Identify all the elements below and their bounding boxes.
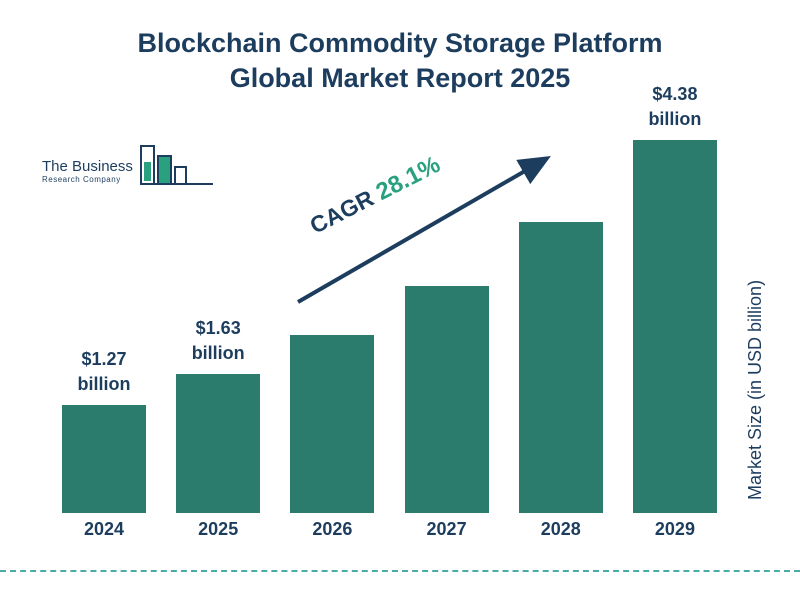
- company-logo: The Business Research Company: [42, 140, 217, 192]
- company-logo-text: The Business Research Company: [42, 158, 133, 192]
- bar-2027: [404, 286, 489, 513]
- bar-value-label-2024: $1.27 billion: [77, 348, 131, 394]
- bar-column-2028: 2028: [518, 82, 603, 545]
- x-axis-label-2027: 2027: [426, 519, 467, 539]
- x-axis-label-2028: 2028: [540, 519, 581, 539]
- x-axis-label-2025: 2025: [198, 519, 239, 539]
- x-axis-label-2024: 2024: [83, 519, 125, 539]
- bar-2026: [290, 335, 375, 513]
- x-axis-label-2029: 2029: [654, 519, 695, 539]
- bar-2029: [632, 140, 717, 513]
- bottom-dashed-divider: [0, 570, 800, 572]
- bar-column-2027: 2027: [404, 82, 489, 545]
- bar-value-label-2029: $4.38 billion: [648, 84, 702, 130]
- page-title: Blockchain Commodity Storage Platform Gl…: [0, 26, 800, 96]
- company-subname: Research Company: [42, 175, 121, 184]
- bar-2028: [518, 222, 603, 513]
- page-title-line1: Blockchain Commodity Storage Platform: [137, 28, 663, 58]
- bar-2024: [62, 405, 146, 513]
- bar-chart-logo-icon: [139, 145, 213, 185]
- page-title-line2: Global Market Report 2025: [229, 63, 571, 94]
- company-name: The Business: [42, 158, 133, 175]
- bar-column-2025: $1.63 billion 2025: [176, 82, 261, 545]
- bar-column-2029: $4.38 billion 2029: [632, 82, 717, 545]
- cagr-trend-arrow: [297, 156, 551, 304]
- bar-value-label-2025: $1.63 billion: [191, 317, 245, 363]
- bar-column-2026: 2026: [290, 82, 375, 545]
- bar-2025: [176, 374, 261, 513]
- bar-chart: $1.27 billion 2024 $1.63 billion 2025 2026 20…: [62, 82, 717, 545]
- bar-column-2024: $1.27 billion 2024: [62, 82, 146, 545]
- x-axis-label-2026: 2026: [312, 519, 353, 539]
- y-axis-label: Market Size (in USD billion): [745, 279, 765, 501]
